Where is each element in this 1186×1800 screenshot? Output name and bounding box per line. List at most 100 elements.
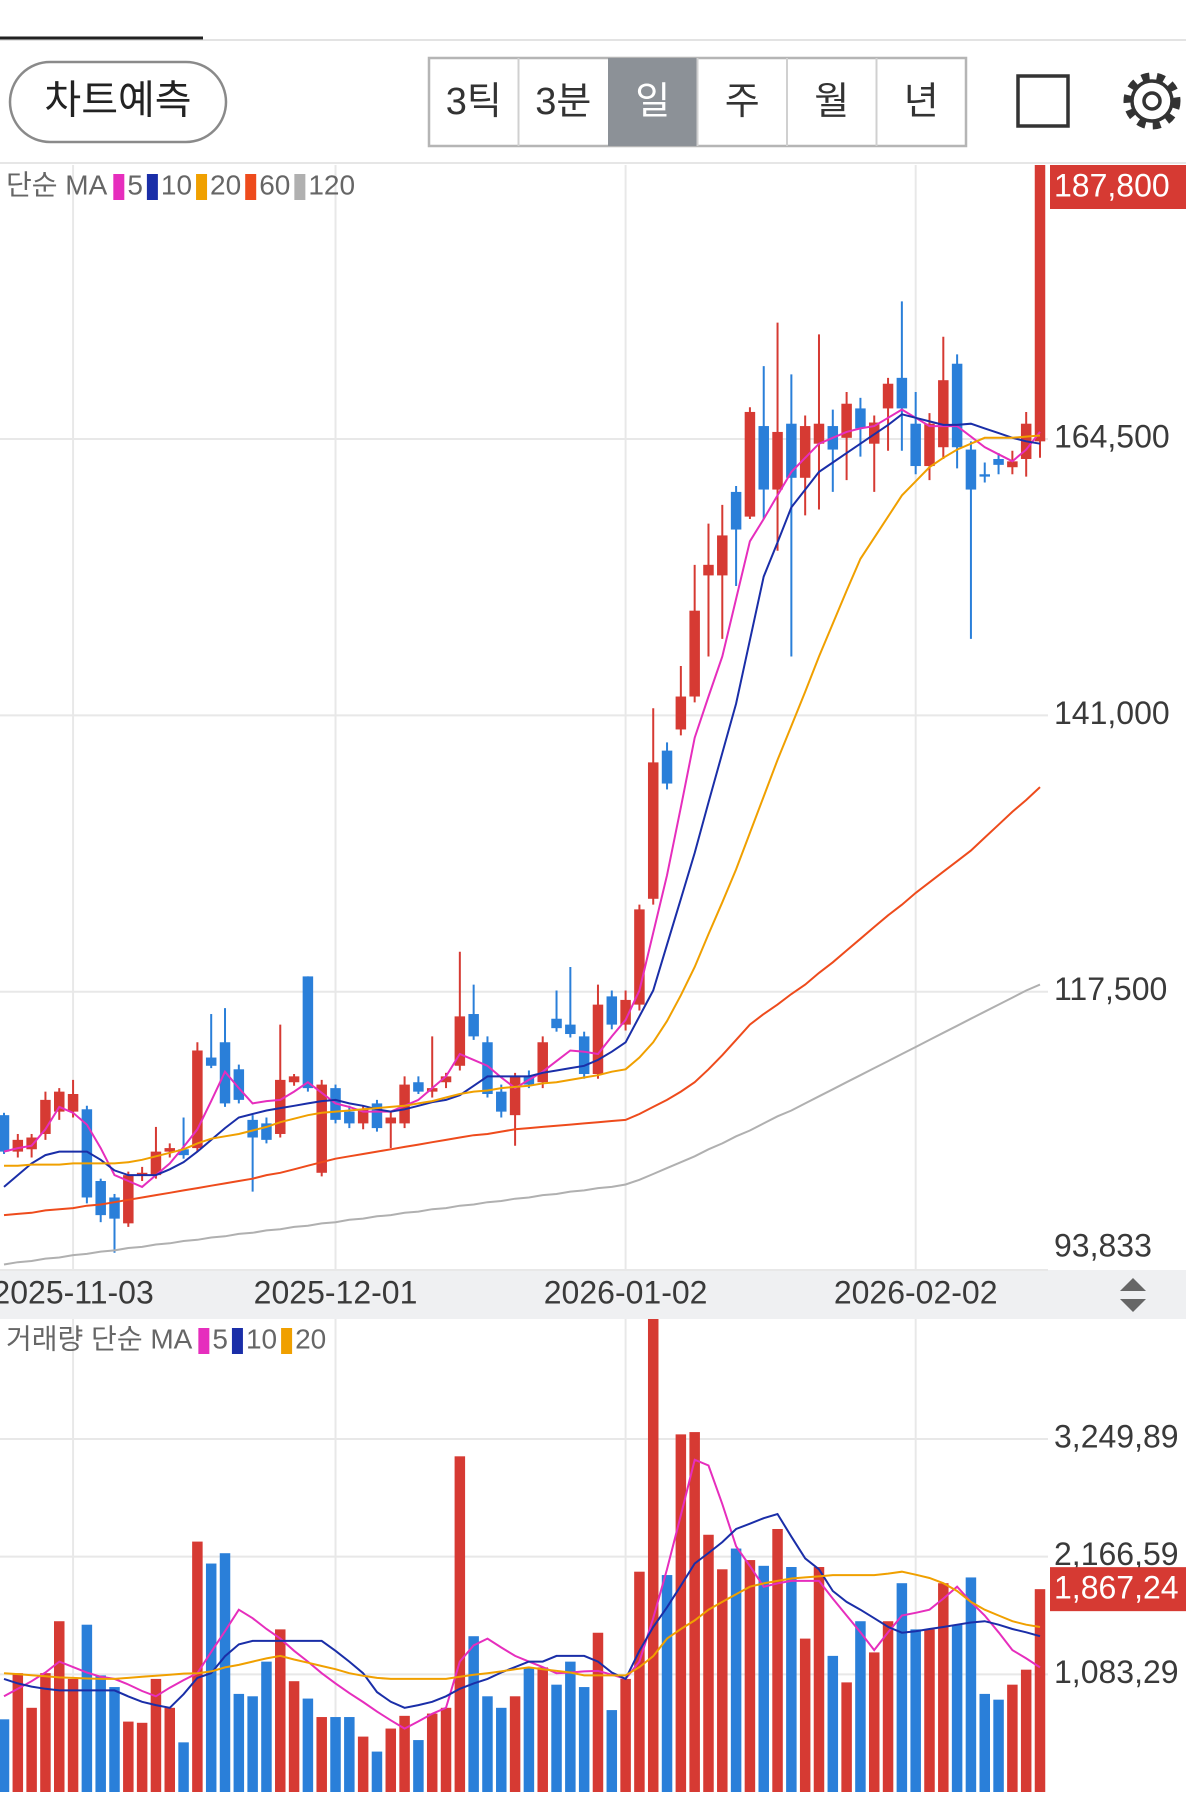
candle-body (288, 1076, 300, 1083)
candle-body (150, 1151, 162, 1176)
volume-bar (109, 1687, 120, 1792)
layout-button[interactable] (1016, 74, 1070, 128)
volume-bar (371, 1751, 383, 1792)
candle-body (979, 474, 990, 477)
volume-bar (150, 1678, 162, 1792)
ma-line (4, 434, 1041, 1167)
volume-bar (219, 1553, 231, 1792)
volume-bar (675, 1434, 687, 1792)
candle-body (0, 1115, 10, 1152)
volume-bar (357, 1736, 369, 1792)
x-tick-label: 2025-12-01 (254, 1274, 418, 1310)
candle-body (247, 1119, 258, 1138)
gear-teeth[interactable] (1123, 72, 1181, 130)
period-tab[interactable]: 3틱 (446, 81, 502, 123)
candle-body (454, 1016, 466, 1066)
settings-button[interactable] (1123, 72, 1181, 130)
gear-ring[interactable] (1130, 79, 1174, 123)
legend-swatch (281, 1328, 293, 1354)
volume-bar (247, 1696, 258, 1792)
volume-bar (95, 1675, 106, 1792)
volume-bar (537, 1667, 548, 1792)
volume-bar (578, 1687, 590, 1792)
volume-bar (12, 1673, 24, 1792)
period-tab[interactable]: 일 (635, 81, 670, 123)
legend-swatch (146, 174, 158, 200)
legend-label: 20 (210, 169, 241, 200)
candle-body (647, 762, 659, 899)
volume-bar (54, 1621, 65, 1792)
last-value-box (1050, 1567, 1186, 1612)
volume-bar (647, 1319, 659, 1792)
last-value-label: 187,800 (1054, 167, 1170, 203)
volume-bar (1020, 1669, 1032, 1792)
candle-body (344, 1111, 355, 1124)
volume-bar (786, 1567, 797, 1792)
arrow-down[interactable] (1120, 1299, 1146, 1312)
candle-body (275, 1079, 286, 1134)
candle-body (482, 1042, 493, 1094)
candle-body (205, 1057, 217, 1066)
period-tab[interactable]: 년 (904, 81, 939, 123)
volume-marks (0, 1319, 1046, 1792)
candle-body (192, 1050, 203, 1149)
legend-swatch (245, 174, 257, 200)
volume-bar (772, 1528, 783, 1792)
volume-bar (827, 1655, 839, 1792)
ma-line (3, 983, 1041, 1266)
candle-body (799, 426, 811, 478)
volume-bar (813, 1567, 825, 1792)
candle-body (81, 1109, 93, 1198)
volume-bar (606, 1710, 618, 1792)
volume-bar (0, 1719, 10, 1792)
candle-body (178, 1149, 189, 1156)
candle-body (26, 1137, 37, 1150)
predict-button-label[interactable]: 차트예측 (44, 79, 191, 123)
candle-body (496, 1091, 507, 1112)
candle-body (12, 1139, 24, 1152)
candle-body (136, 1172, 148, 1176)
arrow-up[interactable] (1120, 1278, 1146, 1291)
candle-body (855, 408, 866, 429)
legend-label: 120 (308, 169, 355, 200)
volume-bar (385, 1728, 397, 1792)
candle-body (565, 1024, 576, 1035)
x-axis-strip (0, 1270, 1186, 1319)
volume-bar (233, 1693, 245, 1792)
period-tab[interactable]: 월 (814, 81, 849, 123)
volume-bar (938, 1583, 949, 1792)
period-selected-bg[interactable] (608, 58, 698, 146)
period-tab[interactable]: 주 (725, 81, 760, 123)
volume-bar (910, 1629, 921, 1792)
pane-resize-handle[interactable] (1120, 1278, 1146, 1312)
candle-body (703, 564, 714, 576)
candle-body (1034, 165, 1046, 442)
volume-bar (661, 1575, 673, 1792)
legend-label: 10 (246, 1323, 277, 1354)
ma-line (3, 1512, 1041, 1709)
legend-title: 단순 MA (6, 169, 108, 200)
predict-button[interactable]: 차트예측 (8, 60, 228, 144)
y-tick-label: 3,249,89 (1054, 1418, 1179, 1454)
ma-line (3, 1458, 1041, 1730)
volume-bar (123, 1721, 134, 1792)
x-tick-label: 2026-01-02 (544, 1274, 708, 1310)
volume-bar (261, 1661, 272, 1792)
volume-bar (81, 1624, 93, 1792)
predict-button-frame[interactable] (8, 60, 228, 144)
volume-bar (855, 1621, 866, 1792)
period-tab[interactable]: 3분 (535, 81, 591, 123)
candle-body (772, 431, 783, 490)
volume-bar (634, 1571, 645, 1792)
volume-bar (67, 1678, 79, 1792)
candle-body (95, 1181, 106, 1216)
candle-body (1007, 461, 1018, 468)
gear-hub[interactable] (1142, 91, 1162, 111)
candle-body (841, 403, 852, 438)
candle-body (578, 1036, 590, 1075)
candle-body (537, 1042, 548, 1083)
volume-bar (523, 1667, 535, 1792)
volume-bar (565, 1661, 576, 1792)
